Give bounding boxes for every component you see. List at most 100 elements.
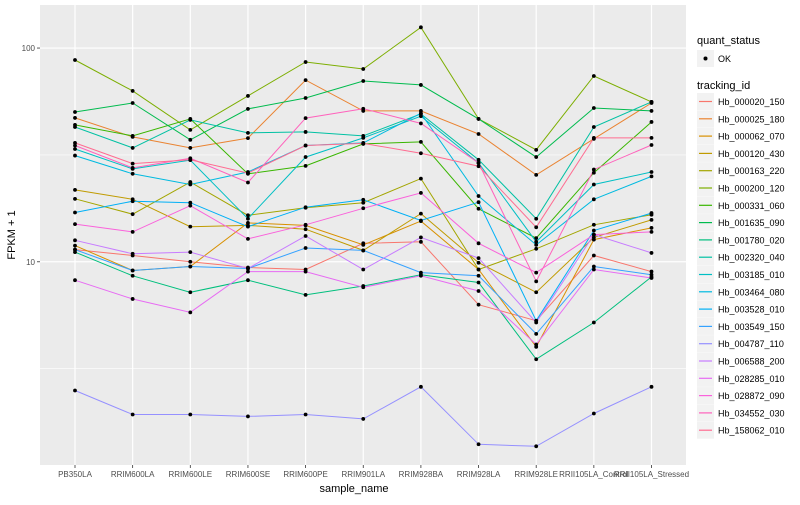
legend-label: Hb_028872_090 — [718, 391, 785, 401]
x-tick-label: RRIM928BA — [399, 470, 444, 479]
data-point — [246, 180, 250, 185]
data-point — [73, 388, 77, 393]
data-point — [188, 128, 193, 132]
data-point — [73, 222, 77, 227]
data-point — [649, 229, 654, 234]
data-point — [130, 171, 135, 176]
data-point — [361, 267, 366, 272]
data-point — [73, 147, 77, 151]
data-point — [188, 290, 193, 295]
legend-label: Hb_001780_020 — [718, 235, 785, 245]
data-point — [649, 99, 654, 104]
y-axis-title: FPKM + 1 — [6, 210, 18, 259]
x-tick-label: RRIM928LA — [457, 470, 501, 479]
data-point — [361, 285, 366, 290]
data-point — [130, 212, 135, 217]
data-point — [188, 146, 193, 150]
data-point — [649, 135, 654, 140]
data-point — [649, 174, 654, 179]
data-point — [303, 205, 308, 210]
legend-label: Hb_158062_010 — [718, 426, 785, 436]
legend-label: Hb_000025_180 — [718, 114, 785, 124]
data-point — [591, 106, 596, 110]
data-point — [303, 269, 308, 274]
legend-label: Hb_000200_120 — [718, 184, 785, 194]
data-point — [419, 111, 423, 116]
data-point — [246, 130, 250, 135]
data-point — [130, 251, 135, 256]
data-point — [188, 203, 193, 208]
data-point — [591, 125, 596, 129]
data-point — [591, 253, 596, 258]
data-point — [303, 130, 308, 134]
data-point — [303, 292, 308, 297]
data-point — [419, 239, 423, 244]
x-axis-title: sample_name — [319, 483, 388, 495]
data-point — [188, 182, 193, 187]
data-point — [476, 260, 481, 265]
data-point — [476, 273, 481, 278]
data-point — [130, 165, 135, 170]
data-point — [361, 200, 366, 205]
data-point — [73, 187, 77, 192]
data-point — [188, 224, 193, 229]
data-point — [534, 444, 539, 449]
data-point — [73, 116, 77, 120]
data-point — [130, 161, 135, 166]
data-point — [73, 125, 77, 129]
data-point — [303, 234, 308, 238]
legend-title-tracking-id: tracking_id — [697, 80, 750, 92]
x-tick-label: RRIM600LE — [169, 470, 213, 479]
data-point — [534, 270, 539, 275]
data-point — [73, 238, 77, 243]
data-point — [303, 227, 308, 232]
data-point — [476, 302, 481, 307]
data-point — [419, 176, 423, 181]
data-point — [188, 259, 193, 264]
data-point — [419, 83, 423, 87]
data-point — [534, 357, 539, 362]
data-point — [649, 272, 654, 277]
data-point — [246, 266, 250, 271]
data-point — [591, 74, 596, 78]
x-tick-label: PB350LA — [58, 470, 92, 479]
data-point — [591, 267, 596, 272]
data-point — [534, 239, 539, 244]
data-point — [73, 243, 77, 248]
data-point — [419, 384, 423, 389]
data-point — [73, 196, 77, 201]
data-point — [534, 155, 539, 159]
data-point — [591, 320, 596, 325]
legend-label: Hb_000020_150 — [718, 97, 785, 107]
data-point — [303, 222, 308, 227]
data-point — [73, 210, 77, 215]
data-point — [361, 141, 366, 146]
data-point — [476, 256, 481, 261]
data-point — [130, 199, 135, 204]
data-point — [476, 117, 481, 121]
data-point — [188, 310, 193, 315]
data-point — [649, 170, 654, 174]
data-point — [130, 273, 135, 278]
legend-label: Hb_002320_040 — [718, 253, 785, 263]
point-icon — [703, 56, 708, 61]
data-point — [476, 241, 481, 246]
data-point — [534, 331, 539, 336]
data-point — [188, 250, 193, 254]
data-point — [303, 155, 308, 159]
data-point — [419, 114, 423, 119]
data-point — [476, 200, 481, 205]
data-point — [188, 157, 193, 162]
data-point — [188, 118, 193, 122]
data-point — [303, 163, 308, 168]
legend: quant_status OK tracking_id Hb_000020_15… — [697, 35, 785, 439]
data-point — [246, 213, 250, 218]
data-point — [419, 273, 423, 278]
x-tick-label: RRIM901LA — [341, 470, 385, 479]
data-point — [419, 25, 423, 30]
data-point — [303, 246, 308, 250]
data-point — [73, 153, 77, 158]
x-tick-label: RRII105LA_Stressed — [614, 470, 689, 479]
data-point — [361, 106, 366, 111]
